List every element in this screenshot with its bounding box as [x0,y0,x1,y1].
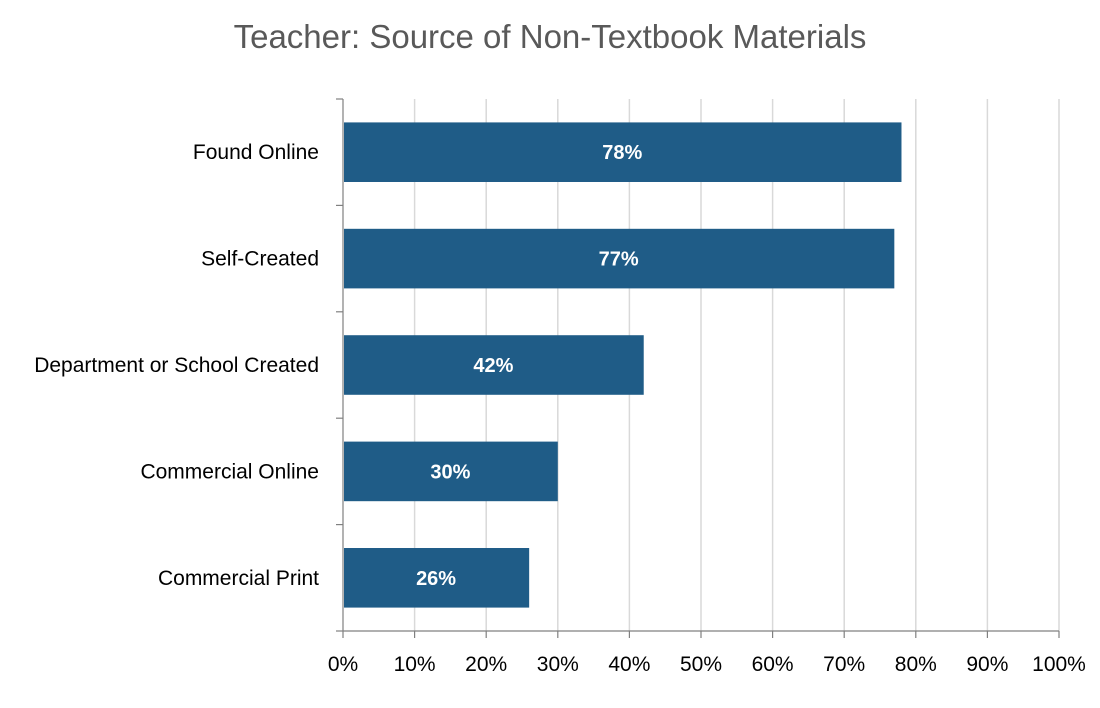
axes [336,98,1060,638]
data-label: 78% [602,142,642,164]
x-tick-label: 10% [394,653,436,676]
bar [344,548,530,608]
labels: 0% 10% 20% 30% 40% 50% 60% 70% 80% 90% 100% Found O… [34,141,1086,676]
bar [344,441,558,502]
x-tick-label: 50% [680,653,722,676]
bar [344,228,895,289]
x-tick-label: 60% [752,653,794,676]
x-tick-label: 20% [465,653,507,676]
x-tick-label: 40% [608,653,650,676]
data-label: 30% [430,461,470,483]
category-label: Commercial Print [158,567,319,590]
x-tick-label: 80% [895,653,937,676]
x-tick-label: 0% [328,653,358,676]
chart-title: Teacher: Source of Non-Textbook Material… [233,18,867,55]
data-label: 77% [599,249,639,271]
x-tick-label: 100% [1032,653,1086,676]
category-label: Department or School Created [34,354,319,377]
bar [344,122,902,182]
data-label: 42% [473,355,513,377]
x-tick-label: 70% [823,653,865,676]
category-label: Self-Created [201,248,319,271]
x-tick-label: 30% [537,653,579,676]
category-label: Found Online [193,141,319,164]
bar [344,335,644,395]
bars [344,122,902,608]
category-label: Commercial Online [140,460,319,483]
x-tick-label: 90% [966,653,1008,676]
data-label: 26% [416,568,456,590]
